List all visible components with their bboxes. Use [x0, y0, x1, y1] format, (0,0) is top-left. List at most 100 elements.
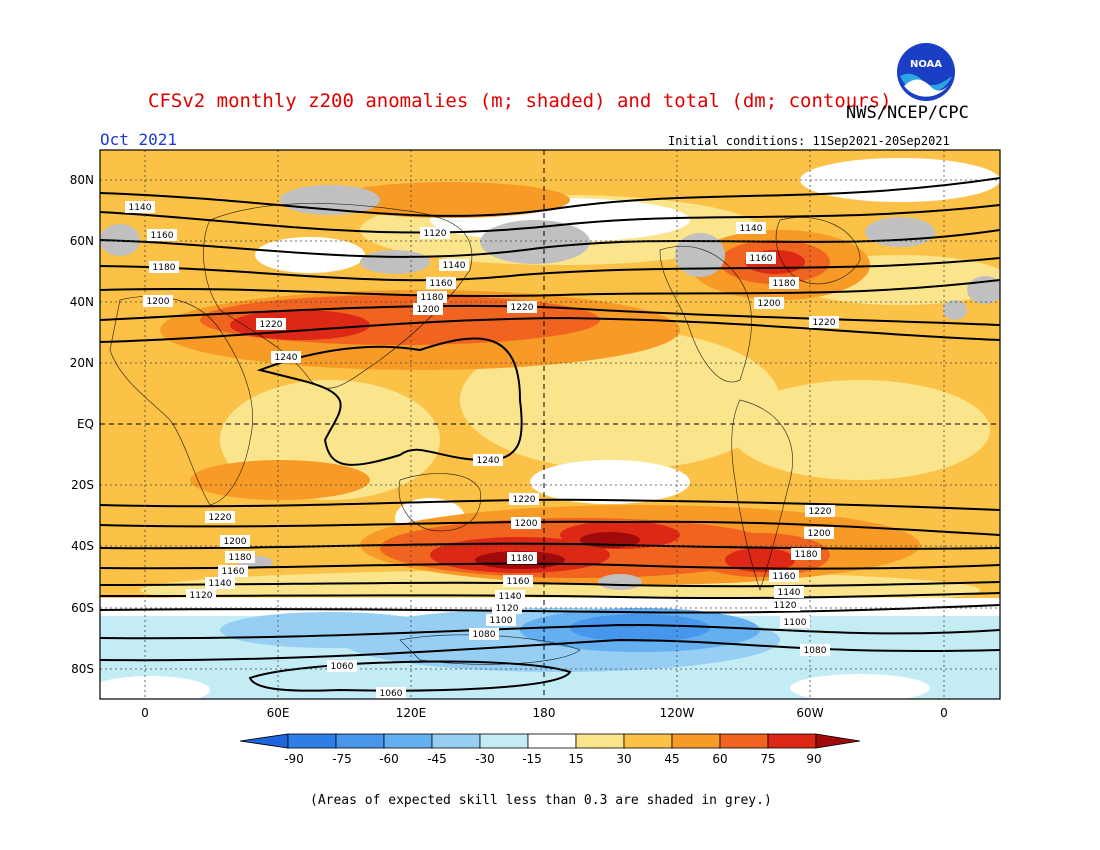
- contour-label: 1140: [736, 222, 766, 234]
- contour-label: 1140: [125, 201, 155, 213]
- map-title: CFSv2 monthly z200 anomalies (m; shaded)…: [148, 90, 892, 112]
- svg-text:1120: 1120: [496, 604, 519, 614]
- svg-text:1140: 1140: [209, 579, 232, 589]
- lon-label: 0: [940, 706, 948, 720]
- colorbar-tick: -90: [284, 752, 304, 766]
- contour-label: 1060: [376, 687, 406, 699]
- svg-text:1160: 1160: [773, 572, 796, 582]
- longitude-labels: 0 60E 120E 180 120W 60W 0: [141, 706, 948, 720]
- lon-label: 120E: [396, 706, 427, 720]
- svg-text:1220: 1220: [209, 513, 232, 523]
- contour-label: 1100: [486, 614, 516, 626]
- lat-label: 80N: [70, 173, 94, 187]
- contour-label: 1200: [220, 535, 250, 547]
- contour-label: 1120: [186, 589, 216, 601]
- colorbar-tick: 60: [712, 752, 727, 766]
- colorbar-tick: -30: [475, 752, 495, 766]
- colorbar-segment: [815, 733, 861, 749]
- reference-lines: [100, 150, 1000, 699]
- colorbar-segment: [287, 733, 337, 749]
- map-frame: [99, 149, 1001, 700]
- svg-text:1180: 1180: [511, 554, 534, 564]
- contour-labels: 1140 1160 1180 1200 1220 1240 1120 1140 …: [125, 201, 839, 699]
- coastlines: [109, 203, 861, 665]
- agency-label: NWS/NCEP/CPC: [846, 103, 969, 123]
- lat-label: 20S: [71, 478, 94, 492]
- contour-label: 1160: [426, 277, 456, 289]
- svg-text:1180: 1180: [773, 279, 796, 289]
- lat-label: 60N: [70, 234, 94, 248]
- lat-label: 80S: [71, 662, 94, 676]
- colorbar-tick: -75: [332, 752, 352, 766]
- svg-text:1200: 1200: [808, 529, 831, 539]
- contour-label: 1220: [809, 316, 839, 328]
- contour-label: 1200: [413, 303, 443, 315]
- contour-label: 1180: [225, 551, 255, 563]
- colorbar: -90 -75 -60 -45 -30 -15 15 30 45 60 75 9…: [239, 733, 861, 766]
- latitude-labels: 80N 60N 40N 20N EQ 20S 40S 60S 80S: [70, 173, 94, 676]
- contour-label: 1100: [780, 616, 810, 628]
- contour-label: 1080: [469, 628, 499, 640]
- svg-text:1220: 1220: [511, 303, 534, 313]
- colorbar-tick: 75: [760, 752, 775, 766]
- colorbar-segment: [527, 733, 577, 749]
- svg-text:1140: 1140: [129, 203, 152, 213]
- colorbar-segment: [479, 733, 529, 749]
- skill-footnote: (Areas of expected skill less than 0.3 a…: [310, 793, 772, 808]
- lon-label: 120W: [660, 706, 695, 720]
- lat-label: EQ: [77, 417, 94, 431]
- colorbar-tick: 30: [616, 752, 631, 766]
- svg-text:1100: 1100: [784, 618, 807, 628]
- colorbar-segment: [767, 733, 817, 749]
- svg-text:1180: 1180: [229, 553, 252, 563]
- contour-label: 1120: [420, 227, 450, 239]
- colorbar-tick: -15: [522, 752, 542, 766]
- svg-text:1120: 1120: [424, 229, 447, 239]
- contour-label: 1220: [805, 505, 835, 517]
- svg-text:1060: 1060: [380, 689, 403, 699]
- colorbar-segment: [719, 733, 769, 749]
- svg-text:1120: 1120: [774, 601, 797, 611]
- contour-label: 1160: [746, 252, 776, 264]
- svg-text:1140: 1140: [443, 261, 466, 271]
- svg-text:1160: 1160: [430, 279, 453, 289]
- svg-text:1080: 1080: [804, 646, 827, 656]
- graticule: [100, 150, 1000, 699]
- svg-text:1120: 1120: [190, 591, 213, 601]
- contour-label: 1180: [769, 277, 799, 289]
- contour-label: 1140: [205, 577, 235, 589]
- contour-label: 1240: [473, 454, 503, 466]
- forecast-month: Oct 2021: [100, 130, 178, 149]
- contour-label: 1180: [507, 552, 537, 564]
- contour-label: 1140: [774, 586, 804, 598]
- contour-label: 1140: [439, 259, 469, 271]
- svg-text:1160: 1160: [507, 577, 530, 587]
- colorbar-tick: -45: [427, 752, 447, 766]
- svg-text:1200: 1200: [147, 297, 170, 307]
- contour-label: 1200: [804, 527, 834, 539]
- contour-label: 1080: [800, 644, 830, 656]
- contour-label: 1160: [218, 565, 248, 577]
- contour-label: 1160: [147, 229, 177, 241]
- svg-text:1100: 1100: [490, 616, 513, 626]
- contour-label: 1200: [511, 517, 541, 529]
- svg-text:1240: 1240: [477, 456, 500, 466]
- svg-text:1140: 1140: [499, 592, 522, 602]
- colorbar-tick: -60: [379, 752, 399, 766]
- svg-text:1180: 1180: [795, 550, 818, 560]
- colorbar-segment: [335, 733, 385, 749]
- lat-label: 20N: [70, 356, 94, 370]
- height-contours: [100, 177, 1000, 692]
- anomaly-shading: [100, 150, 1000, 699]
- svg-text:1140: 1140: [740, 224, 763, 234]
- svg-text:1220: 1220: [260, 320, 283, 330]
- colorbar-segment: [383, 733, 433, 749]
- colorbar-tick: 45: [664, 752, 679, 766]
- svg-text:1140: 1140: [778, 588, 801, 598]
- colorbar-tick: 90: [806, 752, 821, 766]
- svg-text:1080: 1080: [473, 630, 496, 640]
- contour-label: 1240: [271, 351, 301, 363]
- initial-conditions: Initial conditions: 11Sep2021-20Sep2021: [668, 134, 950, 148]
- contour-label: 1160: [503, 575, 533, 587]
- colorbar-segment: [623, 733, 673, 749]
